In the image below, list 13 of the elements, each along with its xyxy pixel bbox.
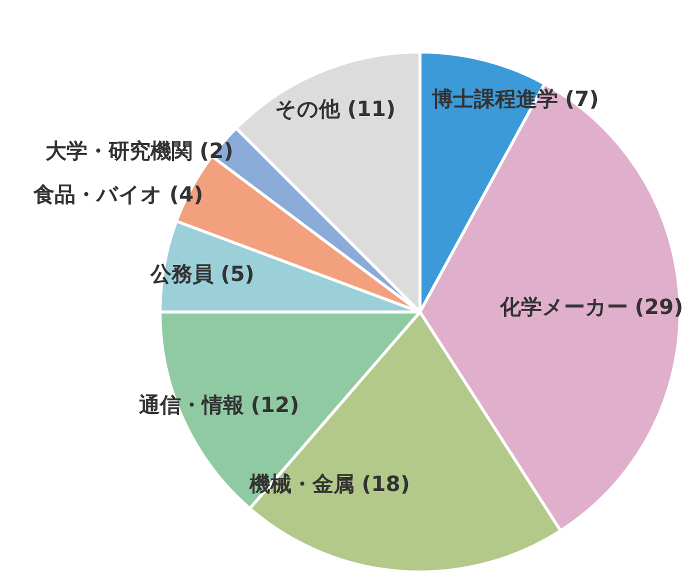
slice-label: 公務員 (150, 262, 214, 286)
data-label: (5) (220, 262, 254, 286)
slice-label: その他 (275, 96, 342, 121)
data-label: (18) (362, 472, 410, 496)
slice-label: 機械・金属 (248, 472, 355, 496)
data-label: (11) (347, 96, 396, 121)
slice-label: 通信・情報 (138, 392, 244, 417)
slice-label: 化学メーカー (498, 294, 628, 319)
data-label: (7) (565, 86, 599, 111)
data-label: (29) (634, 294, 684, 319)
slice-label: 食品・バイオ (32, 182, 162, 207)
data-label: (12) (250, 392, 300, 417)
slice-label: 大学・研究機関 (46, 139, 193, 164)
